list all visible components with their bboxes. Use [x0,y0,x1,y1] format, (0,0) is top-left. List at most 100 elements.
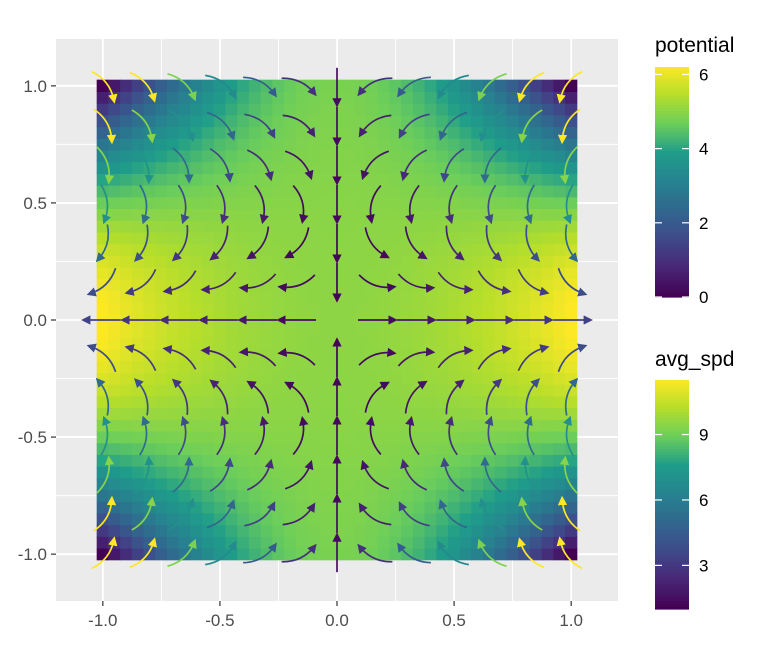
raster-cell [190,395,203,409]
raster-cell [553,325,566,338]
raster-cell [354,419,367,432]
raster-cell [260,267,273,280]
raster-cell [272,501,285,514]
raster-cell [108,512,121,526]
raster-cell [541,512,554,526]
raster-cell [202,407,215,420]
raster-cell [529,79,543,92]
raster-cell [248,325,262,338]
raster-cell [225,79,238,92]
raster-cell [307,173,320,186]
raster-cell [365,267,379,280]
raster-cell [365,91,379,104]
raster-cell [541,372,554,385]
raster-cell [365,126,379,139]
raster-cell [436,149,449,163]
raster-cell [202,454,215,467]
colorbar-segment [655,124,689,128]
raster-cell [260,407,273,420]
raster-cell [284,477,297,491]
raster-cell [412,419,426,432]
raster-cell [202,360,215,373]
raster-cell [108,220,121,233]
raster-cell [143,79,156,92]
colorbar-segment [655,251,689,255]
raster-cell [342,348,355,362]
raster-cell [389,79,402,92]
raster-cell [131,290,145,303]
raster-cell [412,454,426,467]
raster-cell [565,430,578,444]
vector-arrow [559,455,578,494]
vector-arrow [556,536,583,570]
raster-cell [225,243,238,256]
raster-cell [166,103,180,116]
colorbar-segment [655,153,689,157]
raster-cell [365,220,379,233]
raster-cell [319,454,332,467]
raster-cell [459,430,472,444]
raster-cell [459,91,472,104]
raster-cell [213,278,227,292]
colorbar-segment [655,78,689,82]
colorbar-segment [655,219,689,223]
raster-cell [506,255,519,268]
raster-cell [342,114,355,128]
raster-cell [96,454,109,467]
colorbar-segment [655,144,689,149]
raster-cell [483,337,496,350]
raster-cell [401,489,414,502]
raster-cell [541,384,554,397]
colorbar-segment [655,537,689,541]
raster-cell [284,79,297,92]
raster-cell [412,524,426,537]
raster-cell [237,477,250,491]
raster-cell [260,536,273,549]
raster-cell [225,454,238,467]
vector-arrow [520,455,540,494]
colorbar-segment [655,566,689,570]
raster-cell [506,185,519,198]
raster-cell [307,79,320,92]
raster-cell [354,524,367,537]
raster-cell [553,149,566,163]
raster-cell [190,255,203,268]
raster-cell [424,231,437,245]
vector-arrow [440,457,465,492]
raster-cell [225,278,238,292]
raster-cell [377,372,390,385]
raster-cell [202,208,215,221]
raster-cell [213,407,227,420]
raster-cell [354,384,367,397]
colorbar-segment [655,173,689,177]
raster-cell [260,173,273,186]
raster-cell [307,208,320,221]
colorbar-segment [655,213,689,218]
raster-cell [342,430,355,444]
raster-cell [342,536,355,549]
raster-cell [272,512,285,526]
axes: -1.0 -0.5 0.0 0.5 1.0-1.0-0.50.00.51.0 [18,77,583,630]
raster-cell [365,536,379,549]
raster-cell [178,337,191,350]
raster-cell [319,348,332,362]
colorbar-segment [655,245,689,249]
raster-cell [120,489,133,502]
raster-cell [108,161,121,174]
raster-cell [237,267,250,280]
raster-cell [131,325,145,338]
vector-arrow [400,458,428,491]
raster-cell [307,220,320,233]
raster-cell [190,302,203,315]
raster-cell [354,325,367,338]
raster-cell [284,360,297,373]
raster-cell [108,384,121,397]
raster-cell [319,114,332,128]
vector-arrow [277,347,316,366]
raster-cell [190,220,203,233]
raster-cell [202,231,215,245]
raster-cell [131,267,145,280]
raster-cell [494,325,508,338]
raster-cell [307,489,320,502]
